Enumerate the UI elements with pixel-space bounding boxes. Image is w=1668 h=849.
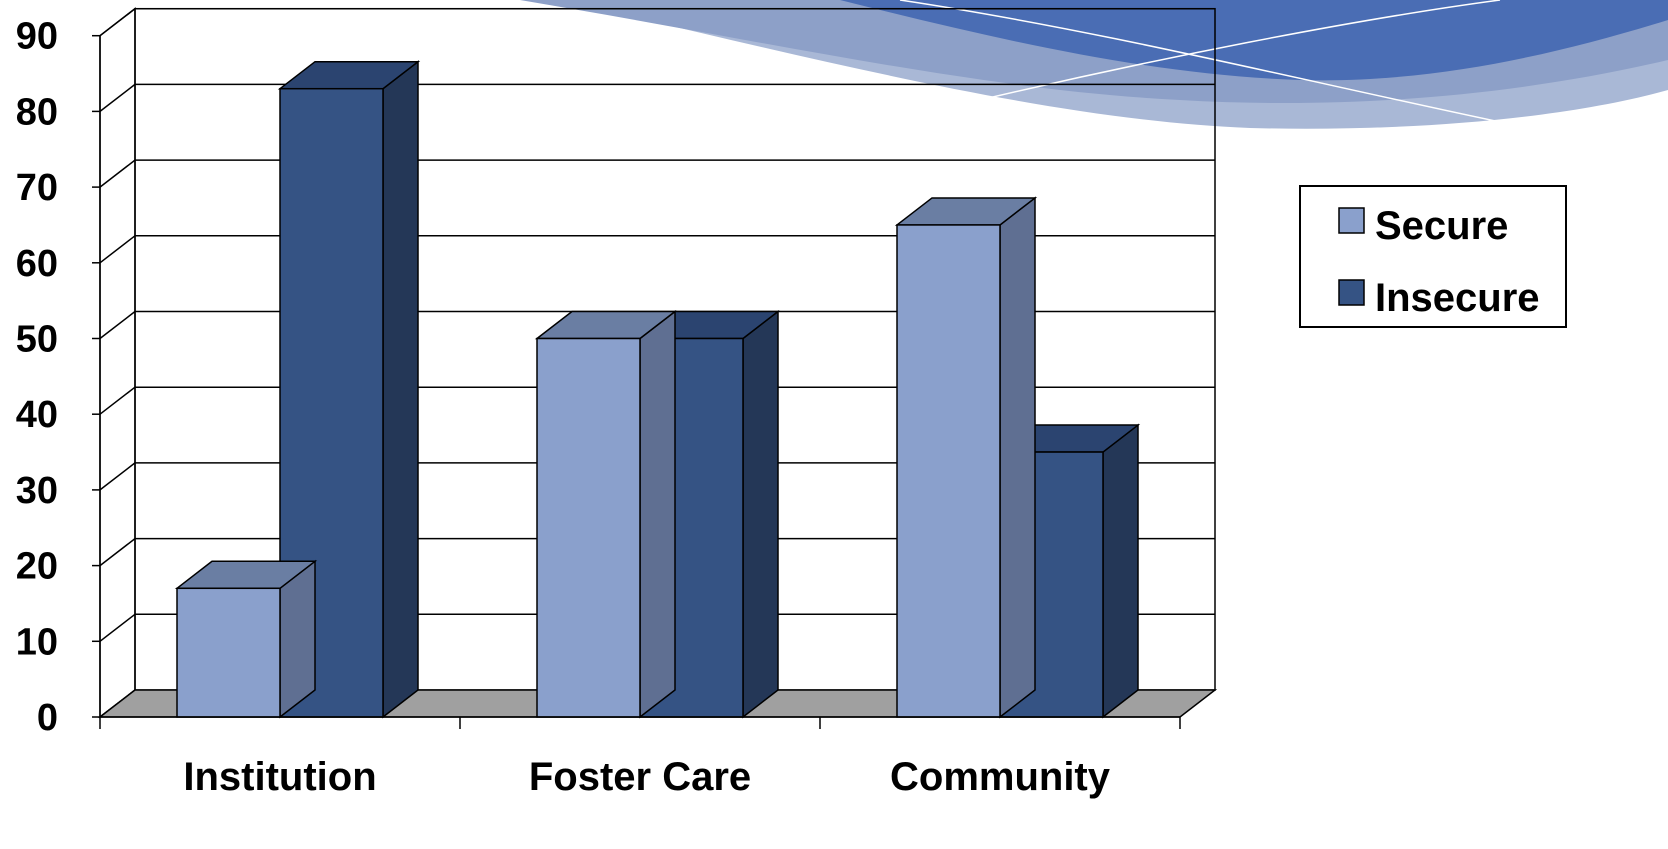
y-tick-label: 30 xyxy=(16,470,58,512)
wall-gridline xyxy=(99,538,136,567)
wall-gridline xyxy=(99,83,136,112)
bar xyxy=(534,309,678,719)
wall-gridline xyxy=(99,310,136,340)
legend: Secure Insecure xyxy=(1299,185,1567,328)
bar-side xyxy=(1102,423,1139,719)
legend-swatch xyxy=(1338,279,1365,306)
wall-gridline xyxy=(99,613,136,642)
banner-line xyxy=(899,0,1501,123)
x-axis: Institution Foster Care Community xyxy=(99,716,1181,799)
y-tick-label: 10 xyxy=(16,621,58,663)
y-tick-label: 60 xyxy=(16,243,58,285)
legend-entry: Secure xyxy=(1375,204,1508,248)
bar xyxy=(894,196,1038,719)
x-tick-label: Foster Care xyxy=(529,755,751,799)
bar-side xyxy=(999,196,1036,719)
bar-side xyxy=(742,309,779,719)
wall-gridline xyxy=(99,159,136,188)
side-wall xyxy=(99,7,136,719)
y-tick-label: 70 xyxy=(16,167,58,209)
x-tick-label: Institution xyxy=(183,755,376,799)
bar xyxy=(174,559,318,719)
y-tick-label: 20 xyxy=(16,546,58,588)
wall-gridline xyxy=(99,8,136,37)
bar-side xyxy=(382,60,419,719)
x-tick-label: Community xyxy=(890,755,1111,799)
bars xyxy=(174,60,1141,719)
wall-gridline xyxy=(99,235,136,264)
y-tick-label: 80 xyxy=(16,91,58,133)
legend-entry: Insecure xyxy=(1375,276,1540,320)
wall-gridline xyxy=(99,462,136,491)
bar-front xyxy=(896,224,1001,718)
bar-front xyxy=(536,337,641,718)
y-tick-label: 90 xyxy=(16,16,58,58)
legend-swatch xyxy=(1338,207,1365,234)
decorative-banner xyxy=(520,0,1668,129)
y-tick-label: 40 xyxy=(16,394,58,436)
banner-line xyxy=(979,0,1501,101)
y-axis: 0 10 20 30 40 50 60 70 80 90 xyxy=(16,16,101,739)
bar-front xyxy=(176,587,281,718)
y-tick-label: 50 xyxy=(16,319,58,361)
banner-wave-dark xyxy=(840,0,1668,81)
wall-gridline xyxy=(99,386,136,415)
y-tick-label: 0 xyxy=(37,697,58,739)
bar-side xyxy=(639,309,676,719)
